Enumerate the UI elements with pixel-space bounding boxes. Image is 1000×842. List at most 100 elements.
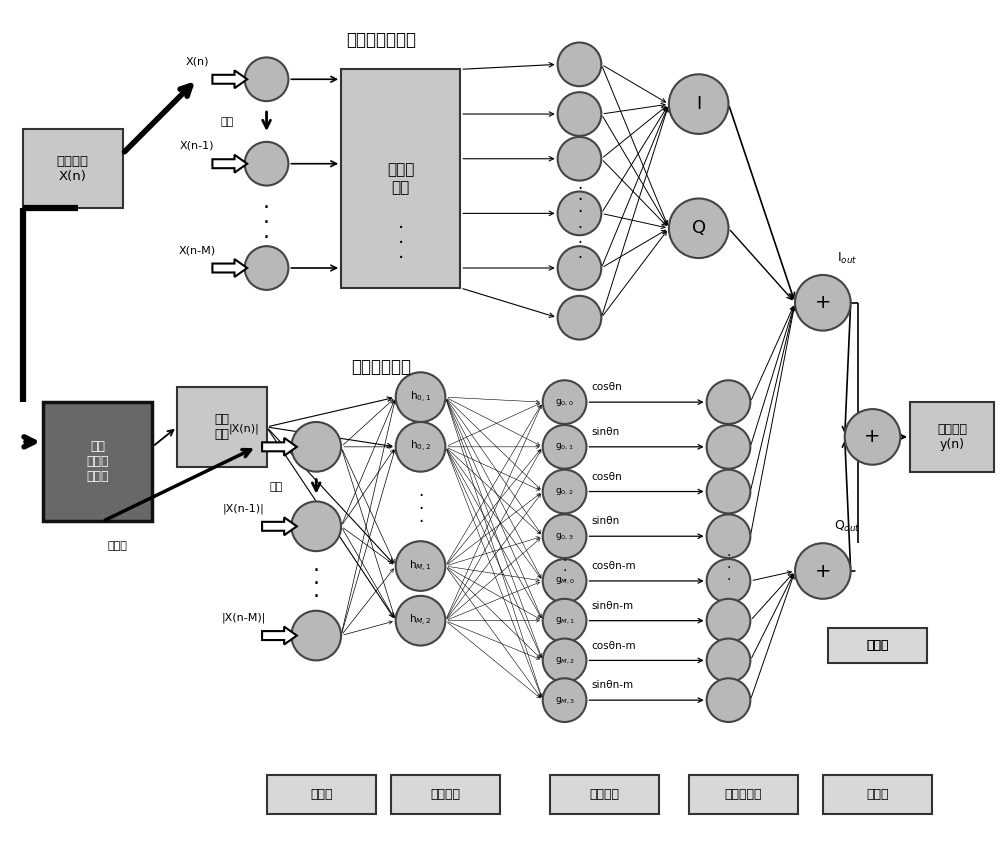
Text: cosθn: cosθn — [591, 382, 622, 392]
Circle shape — [543, 425, 586, 469]
Text: 输出层: 输出层 — [866, 639, 889, 652]
Text: +: + — [815, 293, 831, 312]
Text: X(n-M): X(n-M) — [178, 245, 216, 255]
Circle shape — [291, 422, 341, 472]
Circle shape — [396, 596, 445, 646]
Polygon shape — [262, 438, 297, 456]
Circle shape — [669, 199, 728, 258]
Text: ·: · — [577, 236, 582, 251]
Circle shape — [543, 381, 586, 424]
Text: ·: · — [418, 500, 423, 519]
Circle shape — [669, 74, 728, 134]
Text: +: + — [815, 562, 831, 580]
Polygon shape — [212, 155, 247, 173]
Bar — [550, 775, 659, 814]
Text: ·: · — [562, 554, 567, 568]
Circle shape — [707, 425, 750, 469]
Bar — [341, 69, 460, 288]
Text: g$_{M,3}$: g$_{M,3}$ — [555, 695, 575, 706]
Text: g$_{0,1}$: g$_{0,1}$ — [555, 441, 574, 452]
Bar — [910, 402, 994, 472]
Bar — [43, 402, 152, 521]
Text: sinθn-m: sinθn-m — [591, 601, 634, 610]
Text: ·: · — [418, 488, 423, 505]
Polygon shape — [212, 259, 247, 277]
Text: sinθn: sinθn — [591, 516, 620, 526]
Circle shape — [558, 137, 601, 180]
Text: ·: · — [313, 561, 320, 581]
Circle shape — [543, 638, 586, 682]
Text: 输出层: 输出层 — [866, 639, 889, 652]
Circle shape — [543, 514, 586, 558]
Circle shape — [245, 141, 288, 185]
Text: sinθn: sinθn — [591, 427, 620, 437]
Circle shape — [707, 679, 750, 722]
Circle shape — [707, 599, 750, 642]
Circle shape — [707, 514, 750, 558]
Circle shape — [707, 638, 750, 682]
Text: X(n): X(n) — [185, 56, 209, 67]
Text: 相位恢复层: 相位恢复层 — [725, 788, 762, 801]
Circle shape — [707, 559, 750, 603]
Text: g$_{0,0}$: g$_{0,0}$ — [555, 397, 574, 408]
Text: ·: · — [313, 574, 320, 594]
Text: |X(n)|: |X(n)| — [228, 424, 259, 434]
Text: 输入信号
X(n): 输入信号 X(n) — [57, 155, 89, 183]
Text: ·: · — [313, 587, 320, 607]
Circle shape — [396, 541, 445, 591]
Text: cosθn-m: cosθn-m — [591, 561, 636, 571]
Text: ·: · — [726, 549, 731, 563]
Text: 延时: 延时 — [220, 117, 233, 127]
Circle shape — [795, 275, 851, 331]
Text: h$_{M,1}$: h$_{M,1}$ — [409, 558, 432, 573]
Circle shape — [543, 470, 586, 514]
Text: cosθn: cosθn — [591, 472, 622, 482]
Circle shape — [245, 246, 288, 290]
Bar — [177, 387, 267, 466]
Text: ·: · — [577, 251, 582, 265]
Text: 输出信号
y(n): 输出信号 y(n) — [937, 423, 967, 451]
Bar — [823, 775, 932, 814]
Bar — [391, 775, 500, 814]
Text: g$_{0,2}$: g$_{0,2}$ — [555, 486, 574, 497]
Circle shape — [543, 679, 586, 722]
Text: ·: · — [263, 213, 270, 233]
Text: ·: · — [562, 574, 567, 588]
Bar — [689, 775, 798, 814]
Circle shape — [845, 409, 900, 465]
Polygon shape — [262, 626, 297, 644]
Text: 绝对值: 绝对值 — [108, 541, 127, 552]
Text: +: + — [864, 428, 881, 446]
Circle shape — [558, 42, 601, 86]
Text: I$_{out}$: I$_{out}$ — [837, 251, 858, 265]
Polygon shape — [262, 517, 297, 536]
Text: ·: · — [577, 221, 582, 236]
Bar — [267, 775, 376, 814]
Text: h$_{M,2}$: h$_{M,2}$ — [409, 613, 432, 628]
Text: 信号
特征估
计模块: 信号 特征估 计模块 — [86, 440, 109, 483]
Text: ·: · — [398, 219, 404, 237]
Text: 输入层: 输入层 — [310, 788, 332, 801]
Bar — [23, 129, 123, 209]
Text: ·: · — [577, 179, 582, 198]
Text: h$_{0,1}$: h$_{0,1}$ — [410, 390, 431, 405]
Text: ·: · — [398, 248, 404, 268]
Text: |X(n-1)|: |X(n-1)| — [223, 504, 265, 514]
Text: h$_{0,2}$: h$_{0,2}$ — [410, 440, 431, 455]
Circle shape — [707, 470, 750, 514]
Polygon shape — [212, 71, 247, 88]
Text: ·: · — [263, 199, 270, 218]
Circle shape — [543, 559, 586, 603]
Text: 输出层: 输出层 — [866, 788, 889, 801]
Text: |X(n-M)|: |X(n-M)| — [222, 612, 266, 623]
Circle shape — [291, 610, 341, 660]
Text: ·: · — [577, 204, 582, 221]
Text: g$_{M,2}$: g$_{M,2}$ — [555, 655, 575, 666]
Text: ·: · — [577, 191, 582, 210]
Text: g$_{M,1}$: g$_{M,1}$ — [555, 616, 575, 626]
Text: ·: · — [418, 514, 423, 531]
Circle shape — [558, 246, 601, 290]
Text: 非线性
变换: 非线性 变换 — [387, 163, 414, 195]
Bar — [828, 628, 927, 663]
Text: 延时: 延时 — [270, 482, 283, 492]
